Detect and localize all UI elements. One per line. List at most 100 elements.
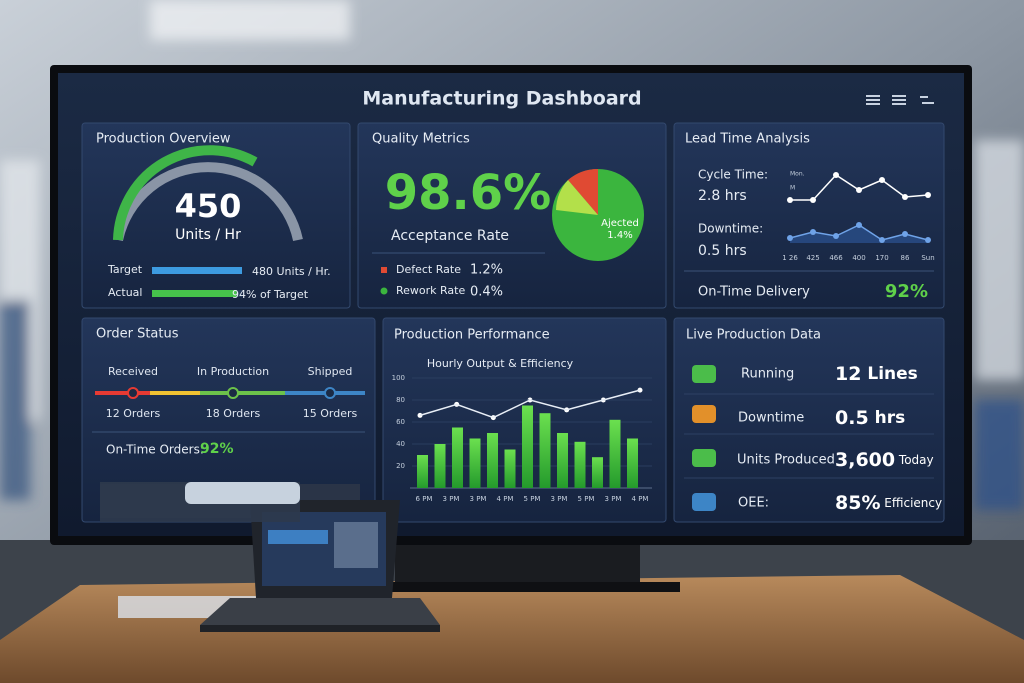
y-tick-label: 20 <box>396 462 405 470</box>
panel <box>357 122 667 309</box>
row-value: 0.5 hrs <box>835 407 905 429</box>
label: 480 Units / Hr. <box>252 265 331 278</box>
bar <box>609 419 621 488</box>
row-label: Running <box>741 367 794 382</box>
pie-slice <box>556 180 598 215</box>
y-tick-label: 100 <box>392 374 405 382</box>
x-tick-label: 400 <box>852 254 865 262</box>
label: Actual <box>108 286 142 299</box>
bar <box>452 427 463 488</box>
x-tick-label: 3 PM <box>443 495 460 503</box>
stage-label: Shipped <box>308 365 353 378</box>
x-tick-label: 170 <box>875 254 888 262</box>
label: 98.6% <box>385 165 552 221</box>
laptop <box>100 482 440 632</box>
stage-count: 12 Orders <box>106 407 161 420</box>
label: 1.4% <box>607 230 632 241</box>
label: Lead Time Analysis <box>685 132 810 147</box>
y-tick-label: 40 <box>396 440 405 448</box>
x-tick-label: 3 PM <box>470 495 487 503</box>
label: Units / Hr <box>175 227 241 243</box>
value: 12 <box>835 363 861 385</box>
bar <box>592 457 603 488</box>
x-tick-label: 5 PM <box>578 495 595 503</box>
row-value: 85% Efficiency <box>835 492 942 514</box>
label: 0.5 hrs <box>698 243 747 259</box>
legend-dot <box>380 287 388 295</box>
label: On-Time Delivery <box>698 285 810 300</box>
label: Live Production Data <box>686 328 821 343</box>
label: 92% <box>200 441 234 457</box>
cycle-line <box>790 174 929 201</box>
x-tick-label: 3 PM <box>551 495 568 503</box>
bar <box>539 413 551 488</box>
panel <box>673 317 945 523</box>
bar <box>469 438 481 488</box>
target-bar <box>152 267 242 274</box>
row-label: OEE: <box>738 496 769 511</box>
bar <box>434 444 446 488</box>
value: 3,600 <box>835 449 895 471</box>
label: Acceptance Rate <box>391 228 509 244</box>
stage-dot <box>227 387 239 399</box>
y-tick-label: 60 <box>396 418 405 426</box>
bar <box>487 433 498 488</box>
unit: Lines <box>861 364 917 384</box>
area <box>790 225 928 243</box>
icon <box>692 405 716 423</box>
label: 1.2% <box>470 263 503 278</box>
stage-count: 18 Orders <box>206 407 261 420</box>
stage-count: 15 Orders <box>303 407 358 420</box>
pie-slice <box>568 168 598 215</box>
label: Mon. <box>790 171 805 178</box>
stage-label: Received <box>108 365 158 378</box>
label: Ajected <box>601 218 639 229</box>
panel <box>673 122 945 309</box>
label: Manufacturing Dashboard <box>362 88 641 110</box>
value: 85% <box>835 492 880 514</box>
label: On-Time Orders: <box>106 443 204 457</box>
legend-dot <box>381 267 387 273</box>
y-tick-label: 80 <box>396 396 405 404</box>
x-tick-label: 4 PM <box>497 495 514 503</box>
icon <box>692 493 716 511</box>
label: Order Status <box>96 327 179 342</box>
downtime-line <box>789 224 929 241</box>
bar <box>504 449 516 488</box>
marks <box>152 174 929 488</box>
unit: Efficiency <box>880 496 942 510</box>
label: Cycle Time: <box>698 168 768 182</box>
row-label: Downtime <box>738 411 804 426</box>
unit: Today <box>895 453 934 467</box>
x-tick-label: 5 PM <box>524 495 541 503</box>
label: 94% of Target <box>232 288 309 301</box>
texts: 100 80 60 40 20 6 PM 3 PM 3 PM 4 PM 5 PM 3 PM 5 PM 3… <box>96 88 942 514</box>
bar <box>557 433 568 488</box>
x-tick-label: 6 PM <box>416 495 433 503</box>
x-tick-label: 4 PM <box>632 495 649 503</box>
x-tick-label: 3 PM <box>605 495 622 503</box>
x-tick-label: 425 <box>806 254 819 262</box>
unit: hrs <box>869 408 906 428</box>
x-tick-label: 1 26 <box>782 254 798 262</box>
label: Production Performance <box>394 328 550 343</box>
label: Rework Rate <box>396 284 465 297</box>
gauge-track <box>113 162 303 242</box>
row-value: 12 Lines <box>835 363 918 385</box>
icon <box>692 449 716 467</box>
label: Target <box>107 263 143 276</box>
label: 92% <box>885 281 928 302</box>
label: Production Overview <box>96 132 231 147</box>
label: Hourly Output & Efficiency <box>427 357 574 370</box>
row-label: Units Produced <box>737 453 835 468</box>
label: Defect Rate <box>396 263 461 276</box>
bar <box>522 405 533 488</box>
bar <box>627 438 638 488</box>
efficiency-line <box>419 389 641 419</box>
stage-dot <box>324 387 336 399</box>
icon <box>692 365 716 383</box>
stage-label: In Production <box>197 365 269 378</box>
x-tick-label: 466 <box>829 254 843 262</box>
